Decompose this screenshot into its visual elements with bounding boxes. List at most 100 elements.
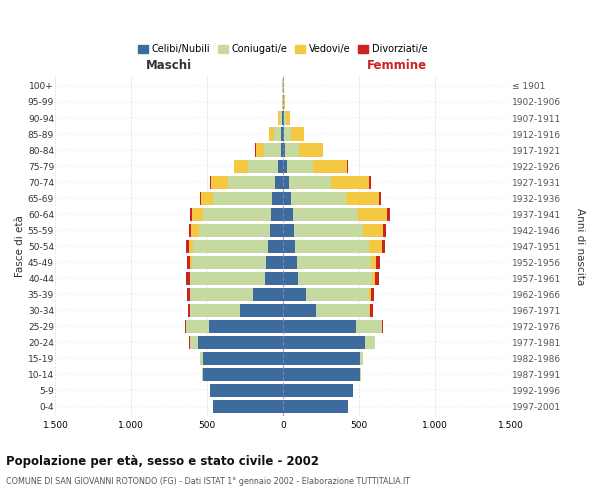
Text: COMUNE DI SAN GIOVANNI ROTONDO (FG) - Dati ISTAT 1° gennaio 2002 - Elaborazione : COMUNE DI SAN GIOVANNI ROTONDO (FG) - Da… (6, 478, 410, 486)
Bar (201, 192, 213, 204)
Text: Maschi: Maschi (146, 58, 192, 71)
Bar (371, 288, 374, 301)
Bar (203, 208, 271, 221)
Bar (198, 336, 283, 349)
Bar (186, 240, 189, 253)
Bar (376, 256, 380, 269)
Bar (188, 304, 190, 317)
Bar (274, 128, 281, 140)
Bar (283, 208, 293, 221)
Bar (213, 192, 272, 204)
Y-axis label: Fasce di età: Fasce di età (15, 216, 25, 277)
Bar (270, 224, 283, 237)
Bar (189, 224, 191, 237)
Bar (382, 320, 383, 333)
Bar (189, 240, 193, 253)
Bar (190, 304, 241, 317)
Bar (361, 352, 362, 365)
Bar (284, 112, 286, 124)
Bar (192, 256, 266, 269)
Bar (199, 224, 270, 237)
Bar (283, 224, 293, 237)
Bar (190, 208, 192, 221)
Bar (190, 336, 198, 349)
Bar (370, 304, 373, 317)
Bar (291, 192, 346, 204)
Bar (190, 288, 253, 301)
Bar (283, 256, 296, 269)
Bar (193, 240, 268, 253)
Bar (209, 320, 283, 333)
Bar (331, 176, 370, 188)
Bar (283, 176, 289, 188)
Bar (281, 128, 283, 140)
Bar (200, 192, 201, 204)
Bar (305, 288, 370, 301)
Bar (296, 256, 371, 269)
Bar (272, 192, 283, 204)
Bar (286, 112, 290, 124)
Bar (271, 208, 283, 221)
Bar (293, 208, 358, 221)
Bar (210, 384, 283, 397)
Bar (256, 144, 264, 156)
Bar (266, 256, 283, 269)
Bar (185, 320, 186, 333)
Bar (383, 224, 386, 237)
Bar (370, 288, 371, 301)
Bar (283, 96, 284, 108)
Bar (283, 368, 361, 381)
Text: Popolazione per età, sesso e stato civile - 2002: Popolazione per età, sesso e stato civil… (6, 455, 319, 468)
Text: Femmine: Femmine (367, 58, 427, 71)
Bar (283, 400, 348, 413)
Bar (280, 112, 282, 124)
Bar (265, 272, 283, 285)
Bar (375, 272, 379, 285)
Bar (282, 96, 283, 108)
Bar (275, 176, 283, 188)
Bar (278, 160, 283, 172)
Bar (285, 144, 299, 156)
Bar (373, 272, 375, 285)
Y-axis label: Anni di nascita: Anni di nascita (575, 208, 585, 285)
Bar (283, 144, 285, 156)
Bar (283, 160, 287, 172)
Bar (248, 160, 278, 172)
Bar (295, 240, 370, 253)
Bar (283, 128, 284, 140)
Bar (365, 336, 375, 349)
Bar (283, 288, 305, 301)
Bar (283, 304, 316, 317)
Bar (284, 128, 290, 140)
Bar (187, 288, 190, 301)
Bar (283, 192, 291, 204)
Bar (269, 128, 274, 140)
Bar (370, 240, 382, 253)
Bar (190, 272, 265, 285)
Bar (283, 352, 361, 365)
Legend: Celibi/Nubili, Coniugati/e, Vedovi/e, Divorziati/e: Celibi/Nubili, Coniugati/e, Vedovi/e, Di… (134, 40, 431, 58)
Bar (202, 368, 203, 381)
Bar (213, 400, 283, 413)
Bar (186, 272, 190, 285)
Bar (293, 224, 364, 237)
Bar (227, 176, 275, 188)
Bar (298, 272, 373, 285)
Bar (281, 144, 283, 156)
Bar (282, 112, 283, 124)
Bar (358, 208, 387, 221)
Bar (190, 256, 192, 269)
Bar (387, 208, 389, 221)
Bar (299, 144, 323, 156)
Bar (268, 240, 283, 253)
Bar (290, 128, 304, 140)
Bar (192, 208, 203, 221)
Bar (241, 304, 283, 317)
Bar (203, 368, 283, 381)
Bar (356, 320, 382, 333)
Bar (283, 320, 356, 333)
Bar (264, 144, 281, 156)
Bar (287, 160, 313, 172)
Bar (379, 192, 381, 204)
Bar (283, 336, 365, 349)
